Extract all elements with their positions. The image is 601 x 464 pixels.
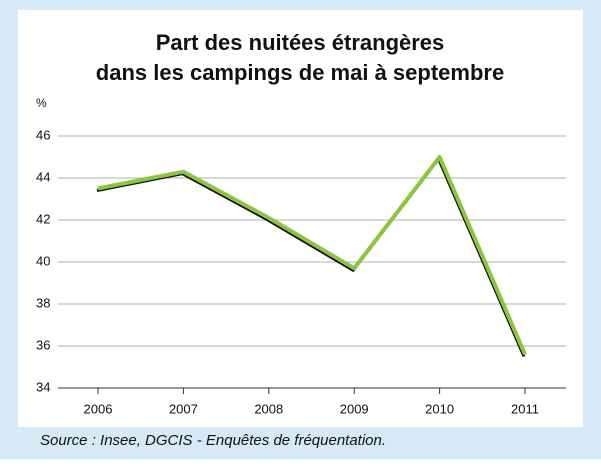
x-tick-label: 2006	[84, 401, 113, 416]
y-tick-label: 36	[36, 337, 50, 352]
y-tick-label: 38	[36, 295, 50, 310]
y-unit: %	[36, 96, 47, 110]
x-tick-label: 2007	[169, 401, 198, 416]
chart-title: dans les campings de mai à septembre	[96, 60, 504, 85]
y-tick-label: 40	[36, 253, 50, 268]
y-tick-label: 34	[36, 379, 50, 394]
line	[97, 155, 527, 356]
x-tick-label: 2008	[254, 401, 283, 416]
y-tick-label: 46	[36, 127, 50, 142]
y-tick-label: 42	[36, 211, 50, 226]
x-tick-label: 2010	[425, 401, 454, 416]
source: Source : Insee, DGCIS - Enquêtes de fréq…	[40, 432, 386, 449]
y-tick-label: 44	[36, 169, 50, 184]
chart-title: Part des nuitées étrangères	[156, 30, 445, 55]
x-tick-label: 2009	[340, 401, 369, 416]
x-tick-label: 2011	[511, 401, 539, 416]
panel	[18, 10, 583, 427]
